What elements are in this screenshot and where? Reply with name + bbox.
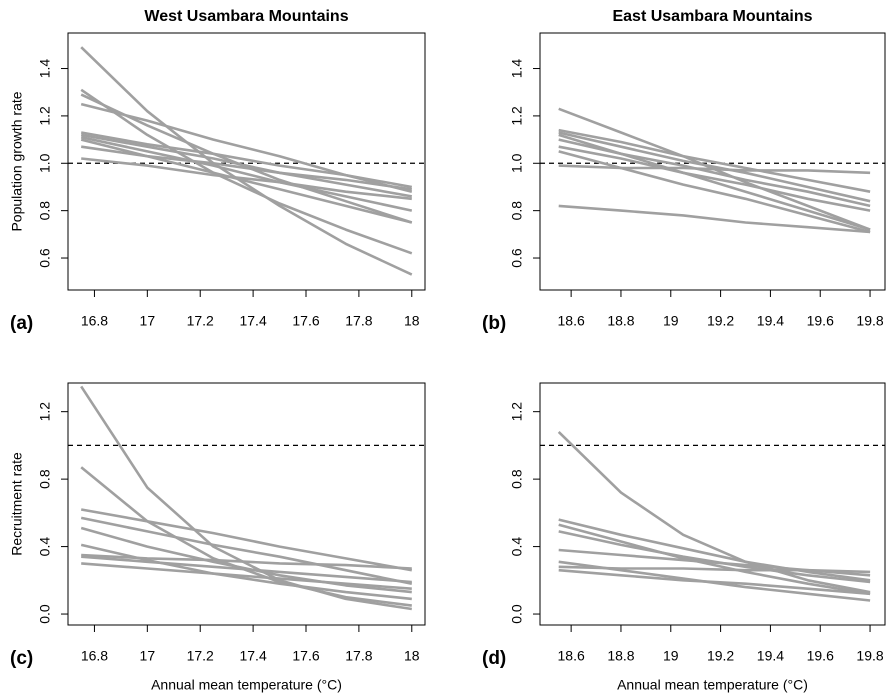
y-tick-label: 1.2 <box>509 402 525 422</box>
series-line <box>81 157 412 201</box>
y-tick-label: 0.8 <box>37 469 53 489</box>
series-line <box>558 145 871 212</box>
x-tick-label: 17 <box>140 648 156 664</box>
x-tick-label: 19.4 <box>757 648 784 664</box>
series-line <box>80 88 413 255</box>
x-tick-label: 19.6 <box>807 313 834 329</box>
series-line <box>81 145 412 191</box>
x-tick-label: 19.8 <box>856 313 883 329</box>
series-line <box>558 150 871 234</box>
x-tick-label: 18.6 <box>558 313 585 329</box>
plot-frame <box>67 382 426 626</box>
y-tick-label: 1.2 <box>37 402 53 422</box>
x-tick-label: 17.8 <box>345 313 372 329</box>
plot-frame <box>539 382 886 626</box>
series-line <box>558 128 871 193</box>
y-tick-label: 0.6 <box>37 248 53 268</box>
series-line <box>558 204 871 234</box>
x-tick-label: 17.6 <box>292 648 319 664</box>
x-tick-label: 16.8 <box>81 313 108 329</box>
series-line <box>558 131 871 203</box>
series-line <box>80 385 412 611</box>
y-tick-label: 1.4 <box>509 59 525 79</box>
x-tick-label: 19.2 <box>707 313 734 329</box>
series-line <box>558 138 871 208</box>
x-tick-label: 19 <box>663 648 679 664</box>
x-tick-label: 17.4 <box>239 648 266 664</box>
x-tick-label: 18 <box>404 648 420 664</box>
series-line <box>80 508 413 572</box>
series-line <box>80 543 412 601</box>
x-tick-label: 16.8 <box>81 648 108 664</box>
series-line <box>80 131 413 189</box>
series-line <box>558 164 871 175</box>
series-line <box>558 565 871 574</box>
series-line <box>558 518 871 582</box>
y-tick-label: 0.8 <box>37 201 53 221</box>
series-line <box>558 523 871 596</box>
series-line <box>80 46 413 276</box>
y-tick-label: 1.2 <box>37 106 53 126</box>
y-axis-label: Recruitment rate <box>9 452 25 556</box>
y-tick-label: 1.4 <box>37 59 53 79</box>
y-tick-label: 0.4 <box>37 537 53 557</box>
panel-title: West Usambara Mountains <box>144 8 348 25</box>
series-line <box>558 568 871 596</box>
y-tick-label: 1.0 <box>509 153 525 173</box>
y-tick-label: 1.2 <box>509 106 525 126</box>
x-tick-label: 19.2 <box>707 648 734 664</box>
panel-label: (d) <box>482 648 506 669</box>
panel-label: (c) <box>10 648 33 669</box>
x-tick-label: 18.8 <box>607 648 634 664</box>
x-tick-label: 19.6 <box>807 648 834 664</box>
x-tick-label: 19.8 <box>856 648 883 664</box>
series-line <box>81 555 412 584</box>
plot-frame <box>67 32 426 291</box>
x-tick-label: 18 <box>404 313 420 329</box>
x-tick-label: 17.2 <box>187 648 214 664</box>
series-line <box>80 516 413 585</box>
panel-label: (a) <box>10 313 33 334</box>
x-tick-label: 17.6 <box>292 313 319 329</box>
y-tick-label: 1.0 <box>37 153 53 173</box>
x-tick-label: 19.4 <box>757 313 784 329</box>
series-line <box>80 135 413 212</box>
series-line <box>81 553 412 570</box>
x-tick-label: 17.8 <box>345 648 372 664</box>
y-tick-label: 0.8 <box>509 469 525 489</box>
plot-frame <box>539 32 886 291</box>
x-tick-label: 19 <box>663 313 679 329</box>
x-axis-label: Annual mean temperature (°C) <box>617 677 808 693</box>
y-tick-label: 0.4 <box>509 537 525 557</box>
x-tick-label: 17.4 <box>239 313 266 329</box>
x-axis-label: Annual mean temperature (°C) <box>151 677 342 693</box>
x-tick-label: 17 <box>140 313 156 329</box>
y-tick-label: 0.6 <box>509 248 525 268</box>
y-tick-label: 0.0 <box>37 604 53 624</box>
series-line <box>557 430 871 594</box>
y-axis-label: Population growth rate <box>9 91 25 231</box>
x-tick-label: 18.8 <box>607 313 634 329</box>
panel-title: East Usambara Mountains <box>612 8 812 25</box>
y-tick-label: 0.8 <box>509 201 525 221</box>
x-tick-label: 18.6 <box>558 648 585 664</box>
series-line <box>80 133 413 198</box>
series-line <box>81 562 412 590</box>
y-tick-label: 0.0 <box>509 604 525 624</box>
panel-label: (b) <box>482 313 506 334</box>
x-tick-label: 17.2 <box>187 313 214 329</box>
